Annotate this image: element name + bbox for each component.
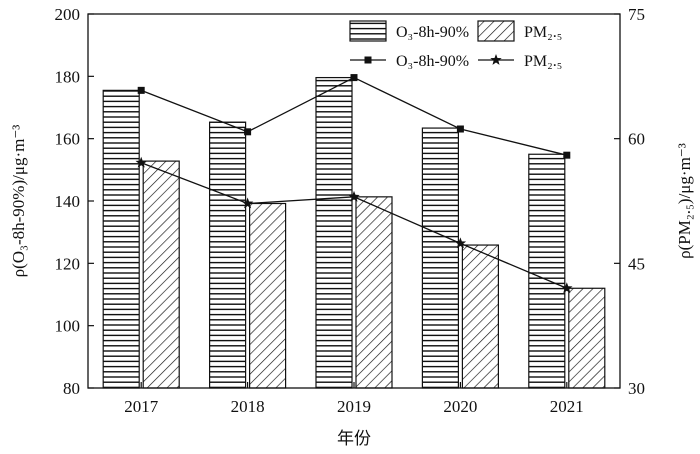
pm25-bar xyxy=(143,161,179,388)
left-y-axis-title: ρ(O₃-8h-90%)/μg·m⁻³ xyxy=(9,125,28,278)
o3-line-point xyxy=(351,74,358,81)
legend-marker-square xyxy=(365,57,372,64)
left-y-tick-label: 120 xyxy=(55,254,81,273)
left-y-tick-label: 140 xyxy=(55,192,81,211)
legend-label: PM₂.₅ xyxy=(524,53,562,70)
o3-bar xyxy=(422,128,458,388)
x-tick-label: 2017 xyxy=(124,397,159,416)
pm25-line xyxy=(141,163,567,288)
x-axis-title: 年份 xyxy=(337,429,371,448)
x-tick-label: 2020 xyxy=(443,397,477,416)
o3-bar xyxy=(529,154,565,388)
chart: 80 100 120 140 160 180 200 30 45 60 75 2017 2018 2019… xyxy=(0,0,700,454)
right-y-tick-label: 30 xyxy=(628,379,645,398)
left-y-tick-label: 180 xyxy=(55,67,81,86)
right-y-tick-label: 45 xyxy=(628,254,645,273)
o3-line-point xyxy=(457,126,464,133)
legend-label: PM₂.₅ xyxy=(524,24,562,41)
o3-bar xyxy=(103,90,139,388)
o3-bar xyxy=(316,78,352,388)
legend-swatch xyxy=(350,21,386,41)
o3-line-point xyxy=(244,128,251,135)
pm25-bar xyxy=(250,203,286,388)
pm25-bar xyxy=(356,197,392,388)
o3-line-point xyxy=(563,152,570,159)
o3-line xyxy=(141,78,567,156)
left-y-tick-label: 160 xyxy=(55,130,81,149)
x-tick-label: 2019 xyxy=(337,397,371,416)
o3-line-point xyxy=(138,87,145,94)
right-y-tick-label: 75 xyxy=(628,5,645,24)
x-tick-label: 2021 xyxy=(550,397,584,416)
right-y-axis-title: ρ(PM₂.₅)/μg·m⁻³ xyxy=(675,143,694,259)
left-y-tick-label: 100 xyxy=(55,317,81,336)
o3-bar xyxy=(210,122,246,388)
left-y-tick-label: 80 xyxy=(63,379,80,398)
right-y-tick-label: 60 xyxy=(628,130,645,149)
pm25-bar xyxy=(569,288,605,388)
left-y-tick-label: 200 xyxy=(55,5,81,24)
legend-marker-star xyxy=(490,54,501,65)
legend-label: O₃-8h-90% xyxy=(396,53,469,70)
legend-label: O₃-8h-90% xyxy=(396,24,469,41)
pm25-bar xyxy=(462,245,498,388)
legend-swatch xyxy=(478,21,514,41)
x-tick-label: 2018 xyxy=(231,397,265,416)
